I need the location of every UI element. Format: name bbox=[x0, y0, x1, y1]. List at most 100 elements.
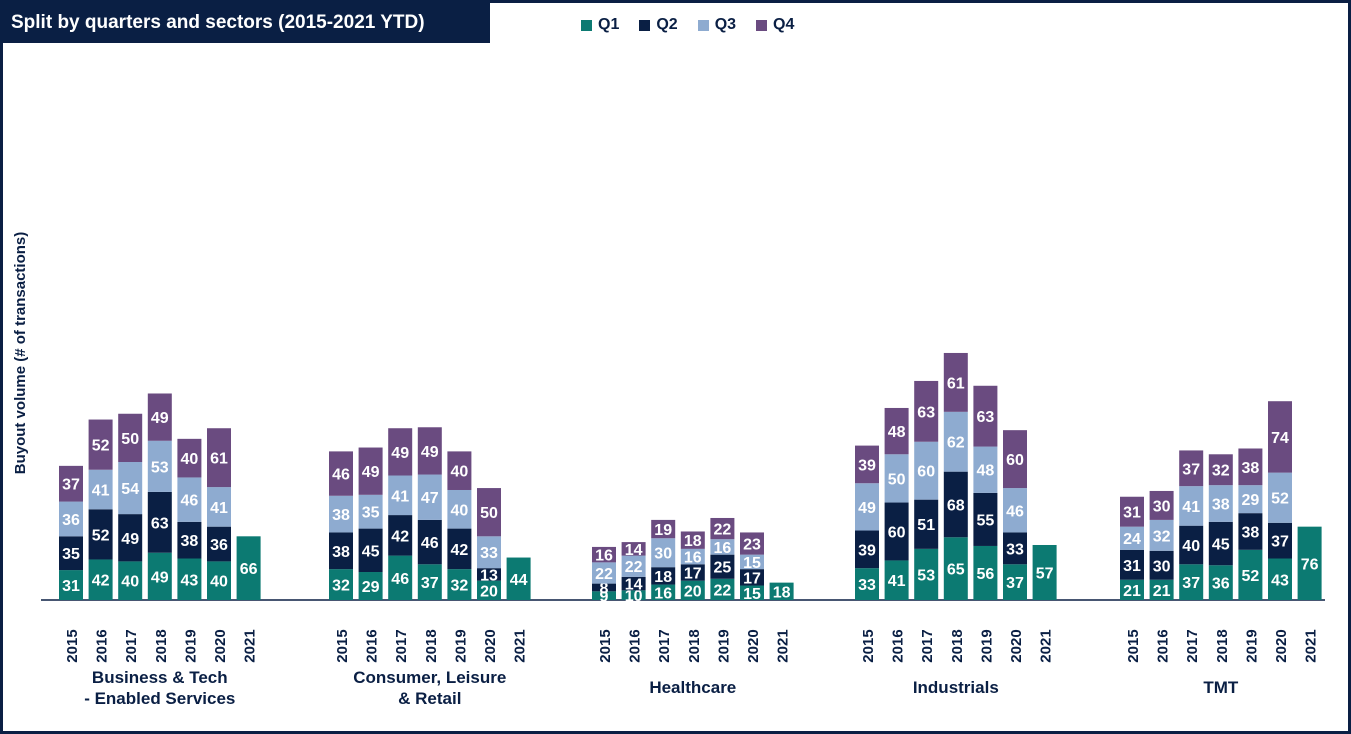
year-tick-label: 2018 bbox=[153, 629, 170, 662]
data-label: 45 bbox=[1212, 537, 1230, 554]
bar-segment-q1 bbox=[59, 570, 83, 600]
bar-segment-q3 bbox=[207, 487, 231, 527]
bar-segment-q2 bbox=[177, 521, 202, 559]
data-label: 18 bbox=[684, 533, 702, 550]
year-tick-label: 2019 bbox=[1243, 629, 1260, 662]
data-label: 35 bbox=[362, 505, 380, 522]
bar-segment-q1 bbox=[769, 582, 794, 600]
legend-label-q1: Q1 bbox=[598, 16, 620, 33]
bar-segment-q4 bbox=[358, 447, 383, 495]
bar-segment-q4 bbox=[1149, 490, 1174, 520]
data-label: 49 bbox=[391, 445, 409, 462]
bar-segment-q3 bbox=[1120, 526, 1144, 550]
data-label: 53 bbox=[151, 459, 169, 476]
bar-segment-q1 bbox=[943, 537, 968, 600]
data-label: 43 bbox=[181, 572, 199, 589]
data-label: 16 bbox=[595, 548, 613, 565]
bar-segment-q4 bbox=[447, 451, 472, 490]
bar-segment-q2 bbox=[88, 509, 113, 560]
bar-segment-q1 bbox=[88, 559, 113, 600]
data-label: 45 bbox=[362, 543, 380, 560]
year-tick-label: 2021 bbox=[1303, 629, 1320, 662]
bar-segment-q4 bbox=[680, 531, 705, 549]
bar-segment-q4 bbox=[147, 393, 172, 441]
stacked-bar-chart: Buyout volume (# of transactions) 31 35 36 3… bbox=[12, 232, 1325, 708]
data-label: 63 bbox=[151, 515, 169, 532]
bar-segment-q1 bbox=[207, 561, 231, 600]
bar-segment-q2 bbox=[1120, 549, 1144, 580]
bar-segment-q2 bbox=[358, 528, 383, 573]
bar-segment-q3 bbox=[740, 554, 764, 570]
bar-segment-q1 bbox=[1268, 558, 1292, 600]
bar-segment-q1 bbox=[447, 569, 472, 600]
bar-segment-q4 bbox=[1238, 448, 1263, 486]
bar-segment-q1 bbox=[1208, 565, 1233, 600]
year-tick-label: 2020 bbox=[1273, 629, 1290, 662]
bar-segment-q1 bbox=[973, 545, 998, 600]
data-label: 37 bbox=[1271, 534, 1289, 551]
group-label: Consumer, Leisure bbox=[353, 668, 506, 687]
legend-swatch-q4 bbox=[756, 19, 768, 31]
legend-label-q4: Q4 bbox=[773, 16, 795, 33]
bar-segment-q4 bbox=[1268, 401, 1292, 473]
bar-segment-q3 bbox=[680, 548, 705, 565]
legend-item-q1: Q1 bbox=[581, 15, 619, 35]
bar-segment-q3 bbox=[417, 474, 442, 520]
data-label: 8 bbox=[600, 580, 609, 597]
year-tick-label: 2019 bbox=[715, 629, 732, 662]
bar-segment-q3 bbox=[914, 441, 939, 500]
data-label: 74 bbox=[1271, 430, 1289, 447]
data-label: 46 bbox=[421, 535, 439, 552]
year-tick-label: 2018 bbox=[949, 629, 966, 662]
data-label: 54 bbox=[121, 481, 139, 498]
bar-segment-q4 bbox=[592, 546, 616, 563]
data-label: 17 bbox=[743, 570, 761, 587]
bar-segment-q1 bbox=[1149, 579, 1174, 600]
data-label: 46 bbox=[181, 493, 199, 510]
bar-segment-q4 bbox=[1208, 454, 1233, 486]
legend-item-q4: Q4 bbox=[756, 15, 794, 35]
year-tick-label: 2020 bbox=[1008, 629, 1025, 662]
bar-segment-q3 bbox=[973, 446, 998, 493]
data-label: 36 bbox=[210, 537, 228, 554]
bar-segment-q2 bbox=[59, 536, 83, 571]
data-label: 17 bbox=[684, 565, 702, 582]
data-label: 40 bbox=[210, 574, 228, 591]
year-tick-label: 2020 bbox=[212, 629, 229, 662]
data-label: 49 bbox=[858, 500, 876, 517]
bar-segment-q1 bbox=[1238, 549, 1263, 600]
chart-title: Split by quarters and sectors (2015-2021… bbox=[11, 12, 425, 33]
bar-segment-q2 bbox=[973, 492, 998, 546]
bar-segment-q2 bbox=[1238, 513, 1263, 550]
data-label: 50 bbox=[888, 471, 906, 488]
bar-segment-q4 bbox=[621, 542, 646, 556]
bar-segment-q4 bbox=[388, 428, 413, 476]
data-label: 49 bbox=[151, 410, 169, 427]
bar-segment-q3 bbox=[884, 454, 909, 503]
year-tick-label: 2020 bbox=[745, 629, 762, 662]
year-tick-label: 2021 bbox=[1038, 629, 1055, 662]
year-tick-label: 2018 bbox=[1214, 629, 1231, 662]
data-label: 37 bbox=[1182, 461, 1200, 478]
data-label: 51 bbox=[917, 517, 935, 534]
data-label: 16 bbox=[714, 540, 732, 557]
data-label: 19 bbox=[654, 522, 672, 539]
bar-segment-q2 bbox=[884, 502, 909, 561]
data-label: 60 bbox=[888, 524, 906, 541]
legend: Q1 Q2 Q3 Q4 bbox=[581, 15, 794, 35]
bar-segment-q2 bbox=[447, 528, 472, 570]
year-tick-label: 2017 bbox=[656, 629, 673, 662]
bar-segment-q2 bbox=[855, 530, 879, 569]
bar-segment-q1 bbox=[855, 568, 879, 600]
data-label: 49 bbox=[421, 444, 439, 461]
bar-segment-q4 bbox=[973, 385, 998, 447]
data-label: 14 bbox=[625, 577, 643, 594]
data-label: 32 bbox=[1153, 528, 1171, 545]
bar-segment-q3 bbox=[1003, 488, 1027, 533]
bar-segment-q4 bbox=[177, 438, 202, 478]
bar-segment-q3 bbox=[651, 538, 676, 568]
group-label: Healthcare bbox=[649, 678, 736, 697]
data-label: 43 bbox=[1271, 572, 1289, 589]
bar-segment-q1 bbox=[358, 572, 383, 600]
chart-frame: Split by quarters and sectors (2015-2021… bbox=[3, 3, 1348, 731]
